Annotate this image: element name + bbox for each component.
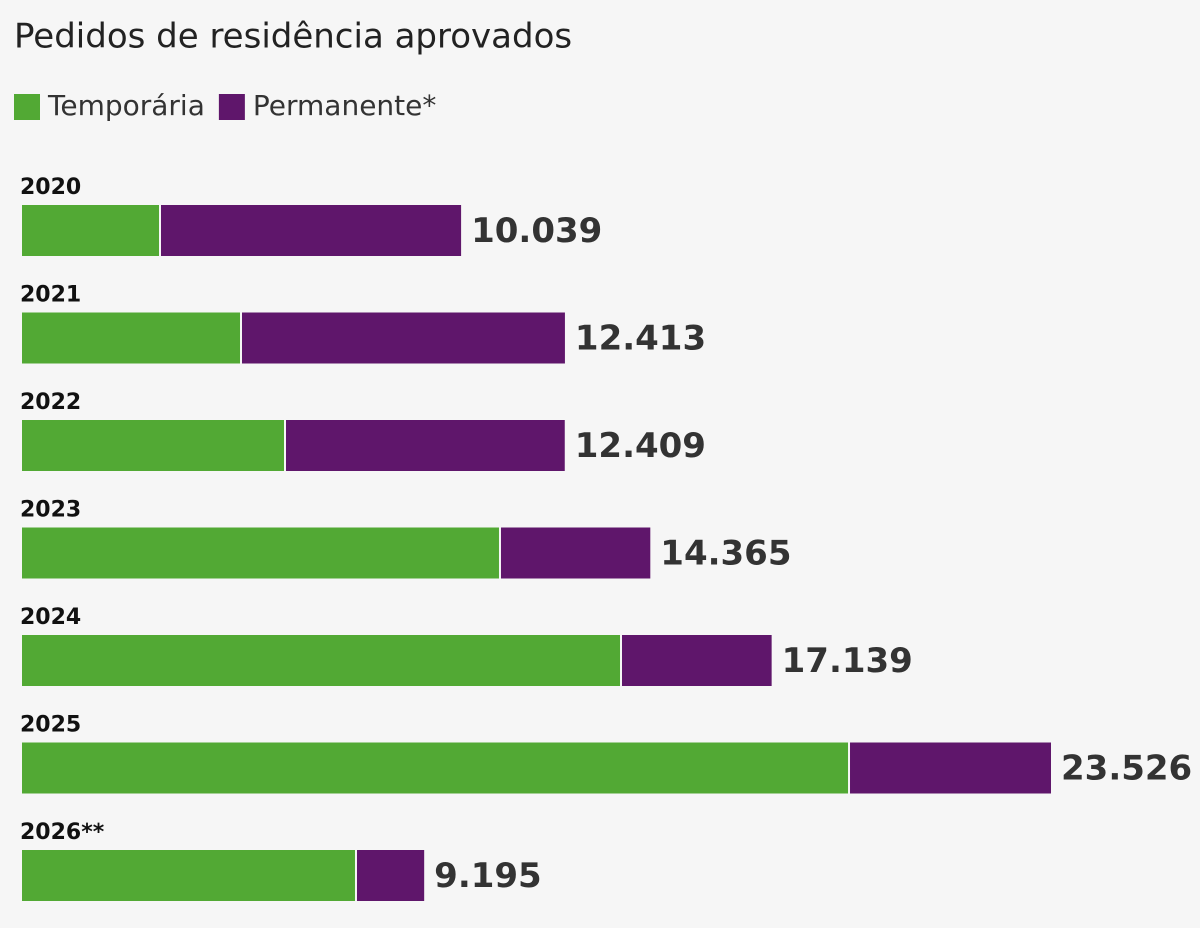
chart-title: Pedidos de residência aprovados: [14, 17, 572, 57]
legend-label: Permanente*: [253, 89, 437, 122]
bar-segment: [622, 635, 772, 686]
legend-swatch: [14, 94, 40, 120]
bar-segment: [356, 850, 425, 901]
bar-segment: [286, 420, 565, 471]
bar-segment: [22, 635, 621, 686]
category-label: 2026**: [20, 820, 105, 845]
total-label: 10.039: [471, 211, 602, 251]
bar-segment: [160, 205, 462, 256]
total-label: 23.526: [1061, 749, 1192, 789]
bar-segment: [22, 850, 355, 901]
bar-segment: [22, 312, 241, 364]
bar-segment: [242, 312, 565, 364]
total-label: 17.139: [782, 641, 913, 681]
bar-segment: [22, 205, 159, 256]
bar-segment: [850, 742, 1051, 794]
category-label: 2024: [20, 605, 81, 630]
legend-swatch: [218, 94, 245, 120]
category-label: 2021: [20, 283, 81, 308]
legend-label: Temporária: [47, 89, 205, 122]
bar-segment: [22, 527, 499, 579]
bar-segment: [500, 527, 651, 579]
bar-segment: [22, 420, 285, 471]
total-label: 9.195: [434, 856, 542, 896]
total-label: 12.409: [575, 426, 706, 466]
bar-segment: [22, 742, 849, 794]
category-label: 2020: [20, 175, 81, 200]
total-label: 12.413: [575, 319, 706, 359]
total-label: 14.365: [660, 534, 791, 574]
category-label: 2022: [20, 390, 81, 415]
category-label: 2023: [20, 498, 81, 523]
category-label: 2025: [20, 713, 81, 738]
